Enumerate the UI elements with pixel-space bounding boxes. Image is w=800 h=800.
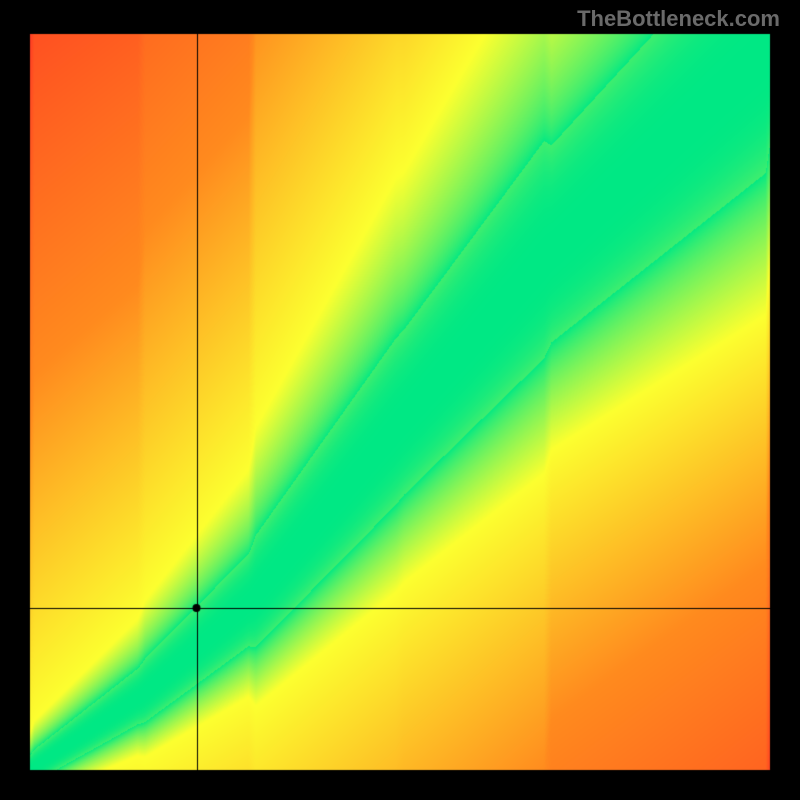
chart-container: TheBottleneck.com (0, 0, 800, 800)
watermark-text: TheBottleneck.com (577, 6, 780, 32)
heatmap-canvas (0, 0, 800, 800)
